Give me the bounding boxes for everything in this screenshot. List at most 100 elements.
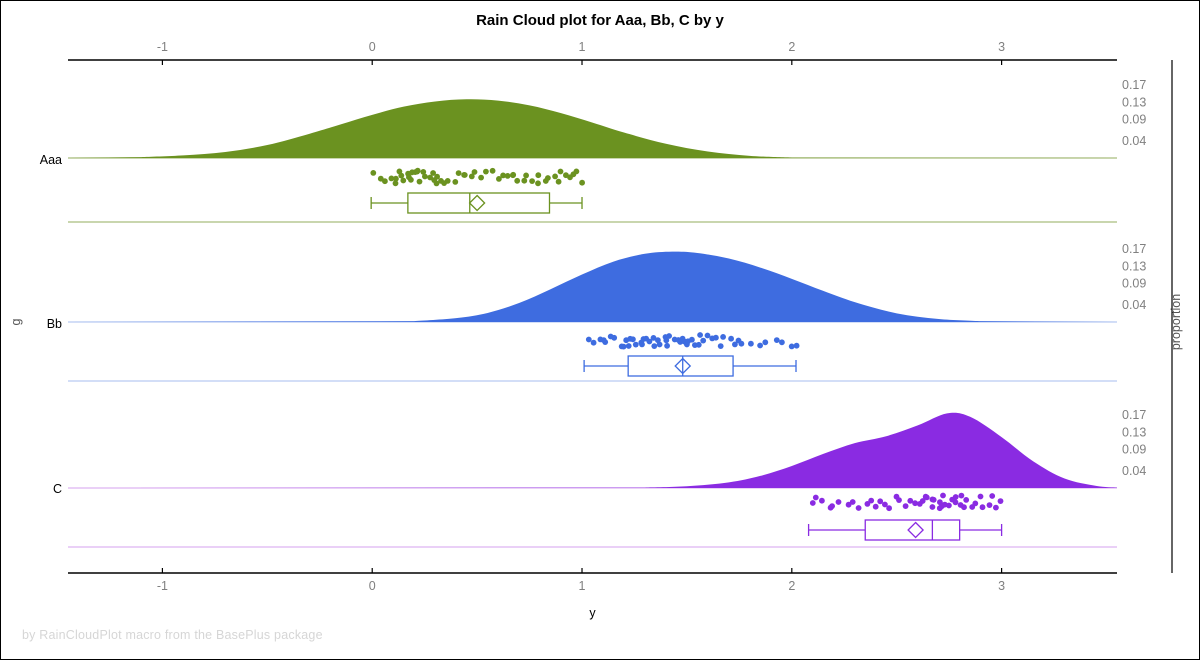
data-point [952,499,959,506]
data-point [864,501,871,507]
data-point [444,178,451,184]
data-point [946,502,952,509]
data-point [471,169,478,175]
page-title: Rain Cloud plot for Aaa, Bb, C by y [476,12,724,29]
proportion-tick-label: 0.13 [1122,425,1146,439]
data-point [392,180,399,187]
data-point [738,340,745,347]
data-point [697,332,703,338]
data-point [585,336,592,343]
proportion-tick-label: 0.17 [1122,78,1146,92]
data-point [963,497,970,503]
data-point [929,504,936,510]
x-tick-label: 0 [369,40,376,54]
box-plot [583,355,797,377]
data-point [416,178,423,185]
data-point [958,492,965,499]
data-point [579,179,585,186]
mean-diamond [468,194,486,212]
data-point [521,177,528,184]
data-point [923,494,930,501]
data-point [573,168,580,175]
x-tick-label: -1 [157,40,168,54]
data-point [514,177,521,184]
data-point [400,177,407,184]
x-axis-title: y [589,606,596,620]
data-point [961,504,967,511]
data-point [523,172,529,179]
proportion-tick-label: 0.09 [1122,277,1146,291]
data-point [420,169,427,175]
data-point [720,334,726,340]
data-point [555,178,562,185]
data-point [912,500,918,507]
data-point [651,343,658,349]
group-label-bb: Bb [47,317,62,331]
data-point [896,497,902,503]
data-point [812,494,819,501]
data-point [414,167,421,174]
data-point [732,341,738,348]
data-point [535,172,542,179]
data-point [557,168,564,175]
data-point [902,503,909,509]
x-axis-bottom: -1 0 1 2 3 [68,568,1117,593]
data-point [496,176,502,182]
data-point [590,339,597,346]
data-point [611,334,618,341]
data-point [430,170,436,176]
proportion-tick-label: 0.09 [1122,113,1146,127]
proportion-tick-label: 0.13 [1122,95,1146,109]
x-axis-top: -1 0 1 2 3 [68,40,1117,65]
data-point [849,499,856,505]
data-point [979,504,986,511]
data-point [809,500,816,506]
data-point [779,339,785,346]
data-point [468,173,475,180]
data-point [762,339,769,346]
box-plot [807,519,1003,541]
group-label-c: C [53,482,62,496]
data-point [455,170,462,177]
data-point [748,340,754,347]
density-cloud [68,251,1117,322]
data-point [695,341,702,348]
data-point [483,168,489,175]
data-point [773,337,780,343]
mean-diamond [674,357,692,375]
data-point [510,171,517,178]
data-point [704,332,711,339]
data-point [986,502,993,508]
proportion-tick-label: 0.13 [1122,259,1146,273]
data-point [886,505,892,512]
data-points [809,492,1004,512]
mean-diamond [907,521,925,539]
data-point [393,175,399,182]
data-point [855,505,862,511]
density-cloud [68,412,1117,488]
data-point [388,175,395,182]
data-point [819,497,825,504]
data-point [650,335,657,341]
x-tick-label: 2 [788,40,795,54]
data-point [868,497,875,504]
data-point [845,501,852,508]
footer-credit: by RainCloudPlot macro from the BasePlus… [22,628,323,642]
data-point [872,503,879,510]
data-point [489,167,496,174]
data-point [940,492,946,499]
x-tick-label: 0 [369,579,376,593]
data-point [535,180,541,187]
data-point [370,170,377,176]
data-point [433,180,440,187]
data-point [422,173,428,180]
data-point [396,168,403,175]
density-cloud [68,99,1117,158]
data-point [919,498,926,504]
box-plot [370,192,583,214]
data-point [664,342,670,349]
data-point [835,499,842,505]
data-point [382,178,388,185]
data-point [930,496,937,503]
